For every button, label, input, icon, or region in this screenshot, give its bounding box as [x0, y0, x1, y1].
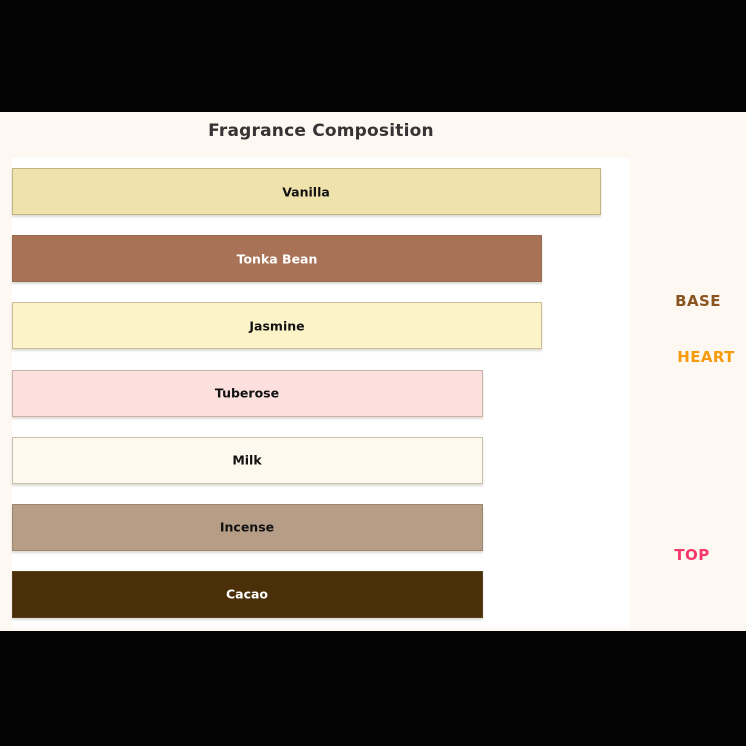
bar-row: Tonka Bean [12, 235, 630, 283]
bar-row: Incense [12, 503, 630, 551]
bar-row: Vanilla [12, 168, 630, 216]
bar-segment[interactable] [12, 503, 483, 551]
page-title: Fragrance Composition [208, 121, 434, 141]
bar-row: Cacao [12, 570, 630, 618]
bar-segment[interactable] [12, 168, 601, 216]
bar-segment[interactable] [12, 369, 483, 417]
bar-row: Jasmine [12, 302, 630, 350]
stage-label-top: TOP [674, 546, 710, 564]
bar-segment[interactable] [12, 302, 542, 350]
stage-label-heart: HEART [677, 348, 735, 366]
bar-row: Tuberose [12, 369, 630, 417]
bar-row: Milk [12, 436, 630, 484]
chart-figure: Fragrance Composition Vanilla Tonka Bean J… [0, 112, 746, 631]
bar-segment[interactable] [12, 235, 542, 283]
bar-segment[interactable] [12, 436, 483, 484]
stage-label-base: BASE [675, 292, 721, 310]
plot-area: Vanilla Tonka Bean Jasmine Tuberose Milk Ince… [12, 158, 630, 628]
bar-segment[interactable] [12, 570, 483, 618]
